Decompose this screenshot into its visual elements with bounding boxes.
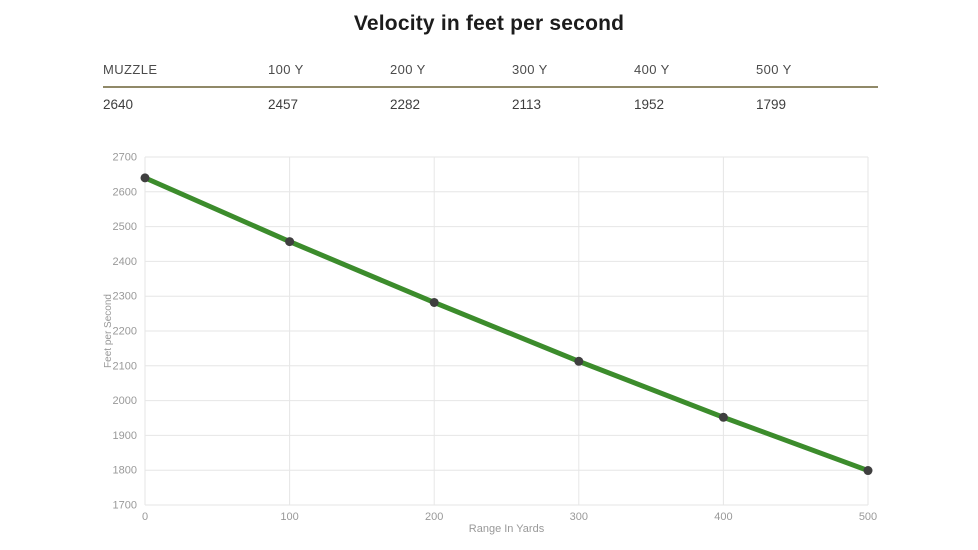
x-tick-label: 200 xyxy=(425,511,443,523)
data-point[interactable] xyxy=(429,297,439,307)
y-tick-label: 2500 xyxy=(113,221,137,233)
y-tick-label: 2000 xyxy=(113,395,137,407)
y-tick-label: 2700 xyxy=(113,152,137,164)
y-tick-label: 1800 xyxy=(113,465,137,477)
x-tick-label: 400 xyxy=(714,511,732,523)
y-tick-label: 2100 xyxy=(113,360,137,372)
velocity-table: MUZZLE 100 Y 200 Y 300 Y 400 Y 500 Y 264… xyxy=(103,62,878,112)
y-axis-title: Feet per Second xyxy=(103,294,114,368)
y-tick-label: 2200 xyxy=(113,326,137,338)
velocity-chart-svg: 1700180019002000210022002300240025002600… xyxy=(103,152,877,536)
data-point[interactable] xyxy=(140,173,150,183)
table-value-muzzle: 2640 xyxy=(103,97,134,112)
data-point[interactable] xyxy=(863,466,873,476)
velocity-table-value-row: 2640 2457 2282 2113 1952 1799 xyxy=(103,88,878,112)
velocity-chart: 1700 1800 1900 2000 2100 2200 2300 2400 2500 2600… xyxy=(0,140,978,545)
y-tick-label: 2600 xyxy=(113,186,137,198)
data-point[interactable] xyxy=(574,356,584,366)
table-value-400y: 1952 xyxy=(634,97,665,112)
x-tick-label: 300 xyxy=(570,511,588,523)
table-header-500y: 500 Y xyxy=(756,62,792,77)
y-tick-label: 1900 xyxy=(113,430,137,442)
x-tick-label: 100 xyxy=(280,511,298,523)
x-tick-label: 500 xyxy=(859,511,877,523)
table-header-300y: 300 Y xyxy=(512,62,548,77)
y-tick-label: 2300 xyxy=(113,291,137,303)
table-value-300y: 2113 xyxy=(512,97,542,112)
table-header-muzzle: MUZZLE xyxy=(103,62,158,77)
data-point[interactable] xyxy=(285,237,295,247)
x-axis-title: Range In Yards xyxy=(469,523,545,535)
table-value-100y: 2457 xyxy=(268,97,299,112)
y-tick-label: 1700 xyxy=(113,500,137,512)
table-value-500y: 1799 xyxy=(756,97,787,112)
table-value-200y: 2282 xyxy=(390,97,421,112)
data-point[interactable] xyxy=(718,412,728,422)
table-header-400y: 400 Y xyxy=(634,62,670,77)
table-header-100y: 100 Y xyxy=(268,62,304,77)
table-header-200y: 200 Y xyxy=(390,62,426,77)
velocity-table-header-row: MUZZLE 100 Y 200 Y 300 Y 400 Y 500 Y xyxy=(103,62,878,88)
y-tick-label: 2400 xyxy=(113,256,137,268)
x-tick-label: 0 xyxy=(142,511,148,523)
page-title: Velocity in feet per second xyxy=(353,12,625,35)
velocity-line xyxy=(142,175,871,474)
